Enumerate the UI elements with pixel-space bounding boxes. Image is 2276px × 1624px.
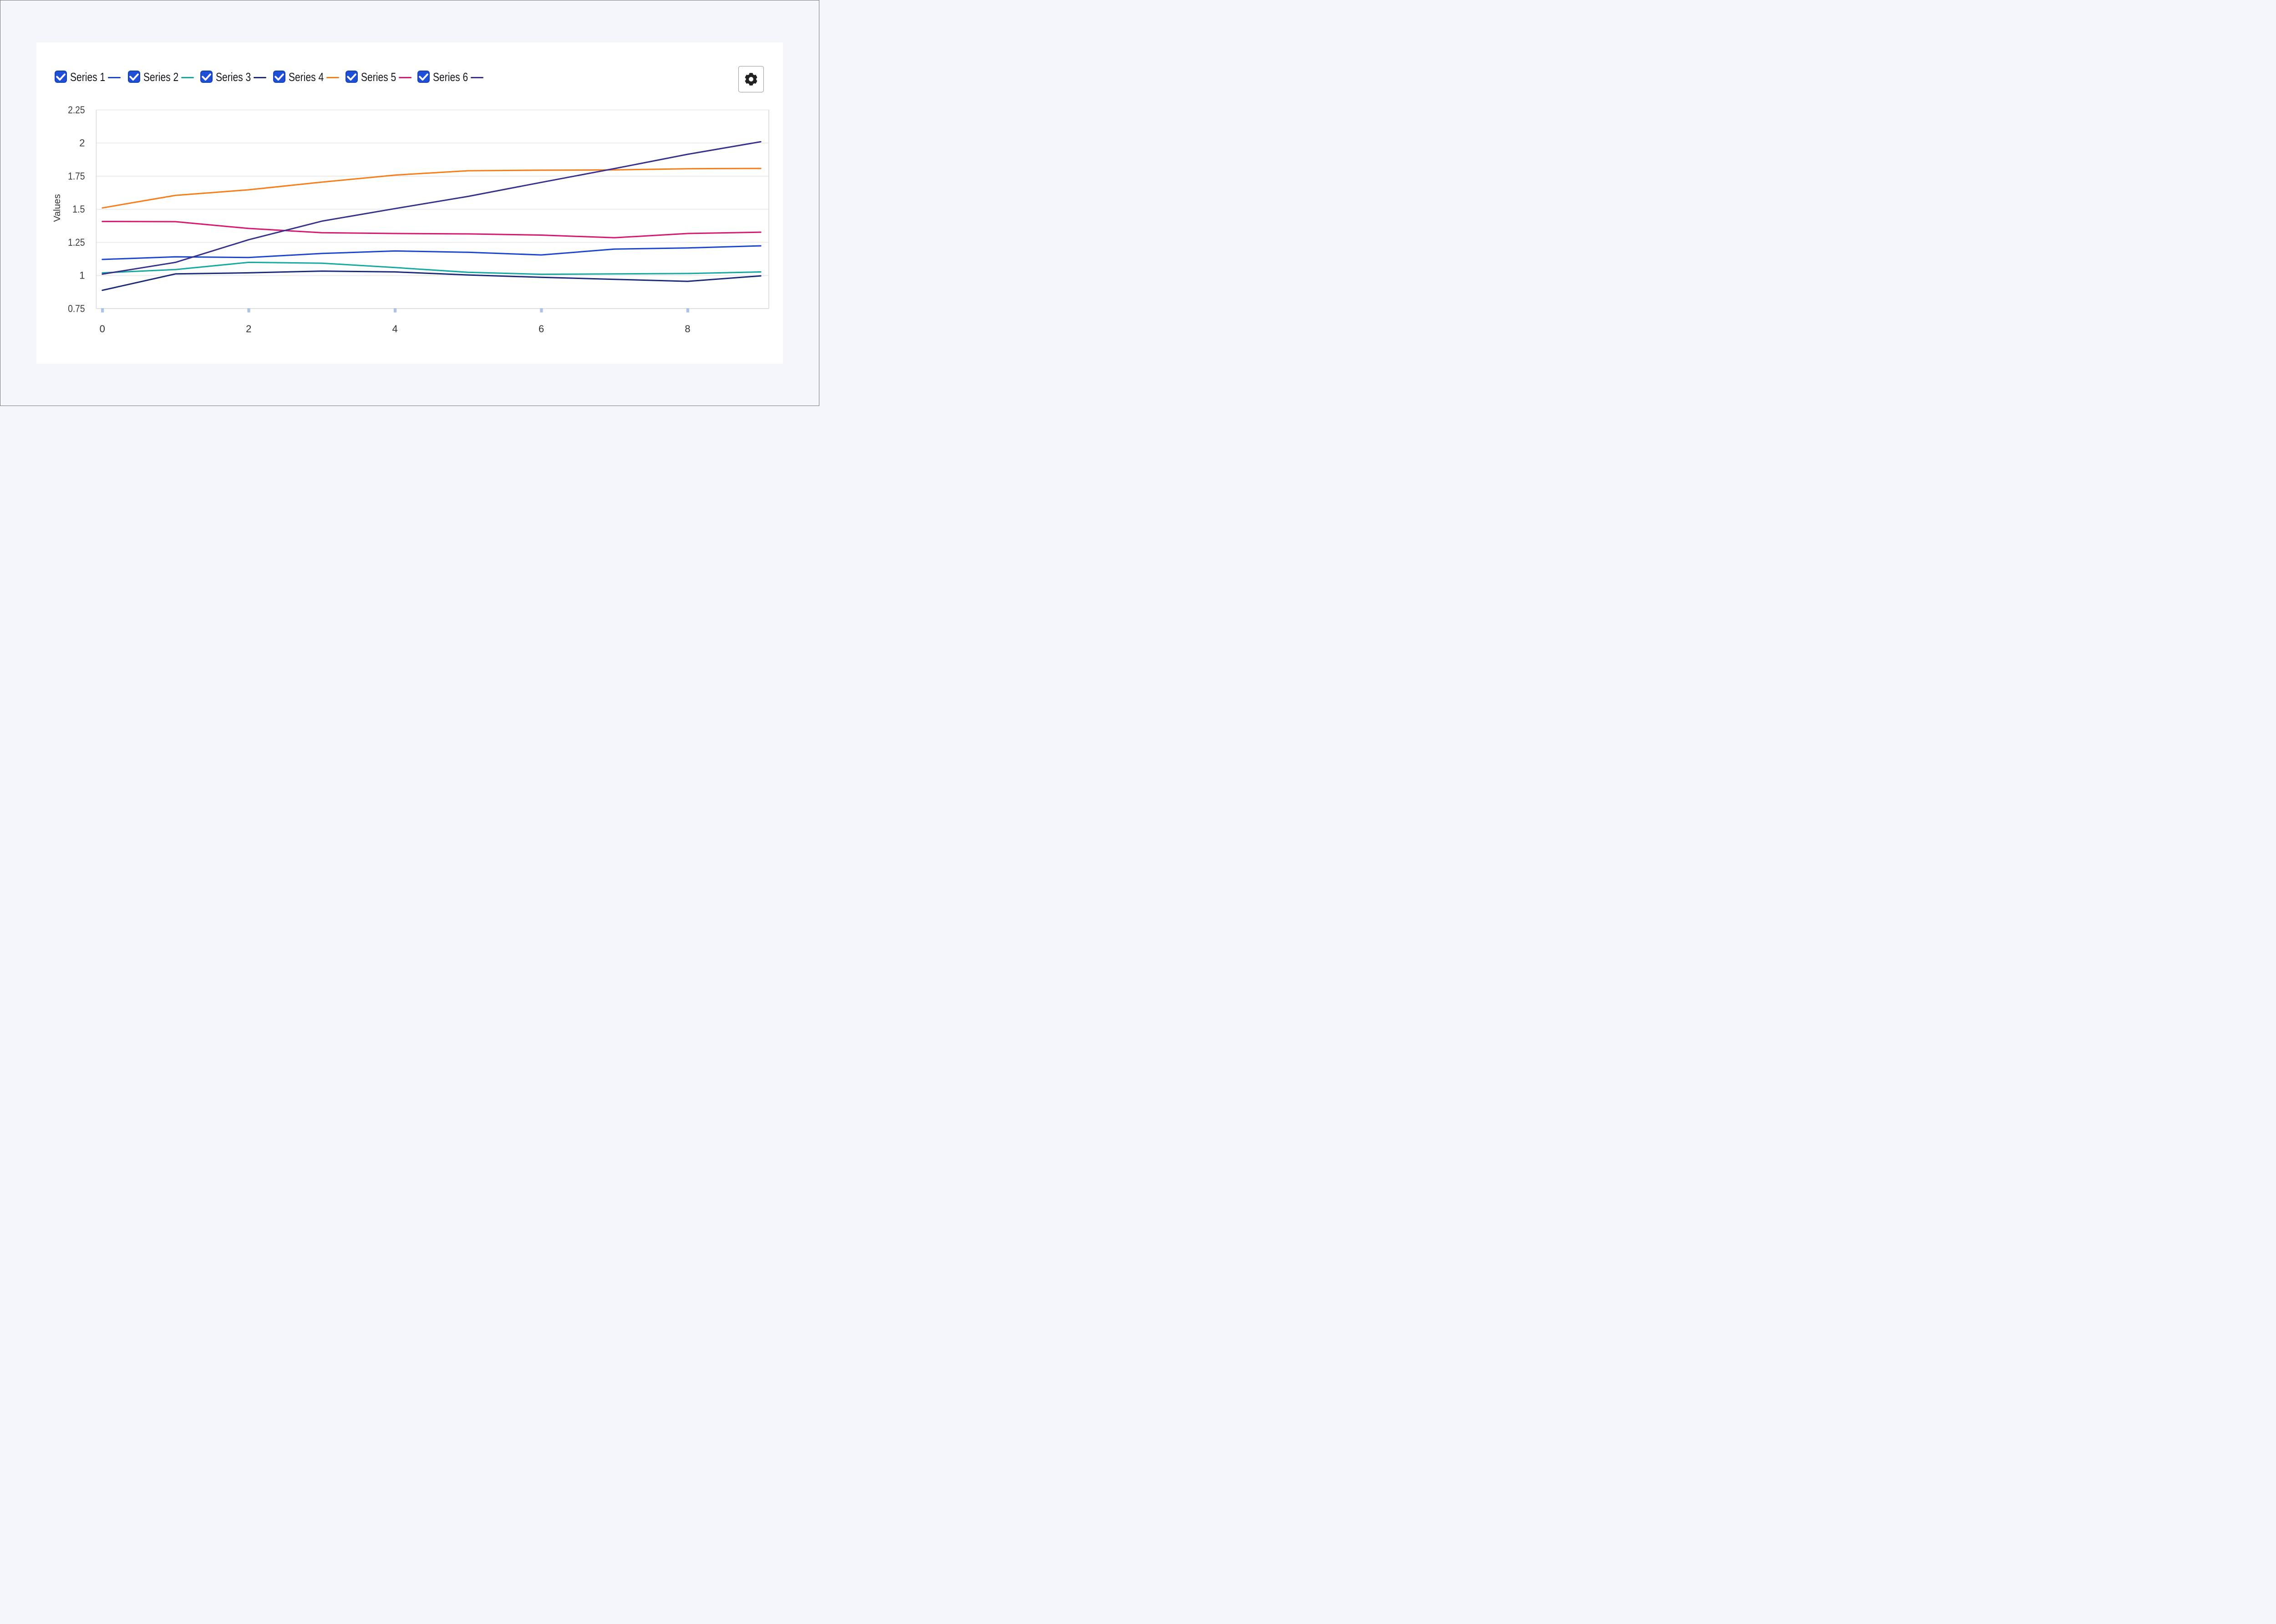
svg-text:8: 8 [685, 323, 690, 335]
svg-text:1: 1 [79, 270, 85, 281]
svg-text:Values: Values [52, 194, 62, 222]
svg-text:4: 4 [392, 323, 397, 335]
svg-text:1.5: 1.5 [72, 203, 85, 215]
svg-text:0.75: 0.75 [68, 303, 85, 314]
svg-text:2.25: 2.25 [68, 104, 85, 116]
svg-text:1.75: 1.75 [68, 170, 85, 182]
svg-text:2: 2 [246, 323, 251, 335]
svg-text:1.25: 1.25 [68, 237, 85, 248]
svg-text:6: 6 [539, 323, 544, 335]
svg-text:0: 0 [100, 323, 105, 335]
svg-text:2: 2 [79, 137, 85, 149]
